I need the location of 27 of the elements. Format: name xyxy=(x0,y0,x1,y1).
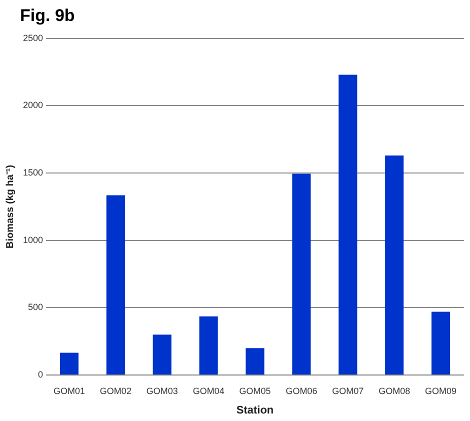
x-tick-label: GOM05 xyxy=(239,386,271,396)
chart-title: Fig. 9b xyxy=(20,6,75,26)
bar xyxy=(292,174,311,374)
y-tick-label: 500 xyxy=(28,302,44,312)
x-tick-label: GOM03 xyxy=(146,386,178,396)
x-tick-label: GOM06 xyxy=(286,386,318,396)
x-tick-label: GOM02 xyxy=(100,386,132,396)
x-tick-label: GOM01 xyxy=(53,386,85,396)
bar xyxy=(246,348,264,374)
bar xyxy=(152,334,172,374)
y-tick-label: 0 xyxy=(38,369,44,380)
y-tick-label: 1500 xyxy=(22,168,44,178)
x-tick-label: GOM08 xyxy=(378,386,410,396)
bar xyxy=(106,195,125,374)
bar xyxy=(60,352,79,374)
y-tick-label: 1000 xyxy=(22,234,44,245)
y-tick-label: 2500 xyxy=(22,32,44,43)
bar xyxy=(385,156,404,374)
x-axis-title: Station xyxy=(236,404,274,416)
x-tick-label: GOM07 xyxy=(332,386,364,396)
x-tick-label: GOM09 xyxy=(425,386,457,396)
y-axis-title: Biomass (kg ha⁻¹) xyxy=(4,164,16,248)
bar xyxy=(338,74,358,374)
bar xyxy=(199,316,218,374)
x-tick-label: GOM04 xyxy=(192,386,224,396)
y-tick-label: 2000 xyxy=(22,100,44,110)
bar xyxy=(431,312,450,374)
